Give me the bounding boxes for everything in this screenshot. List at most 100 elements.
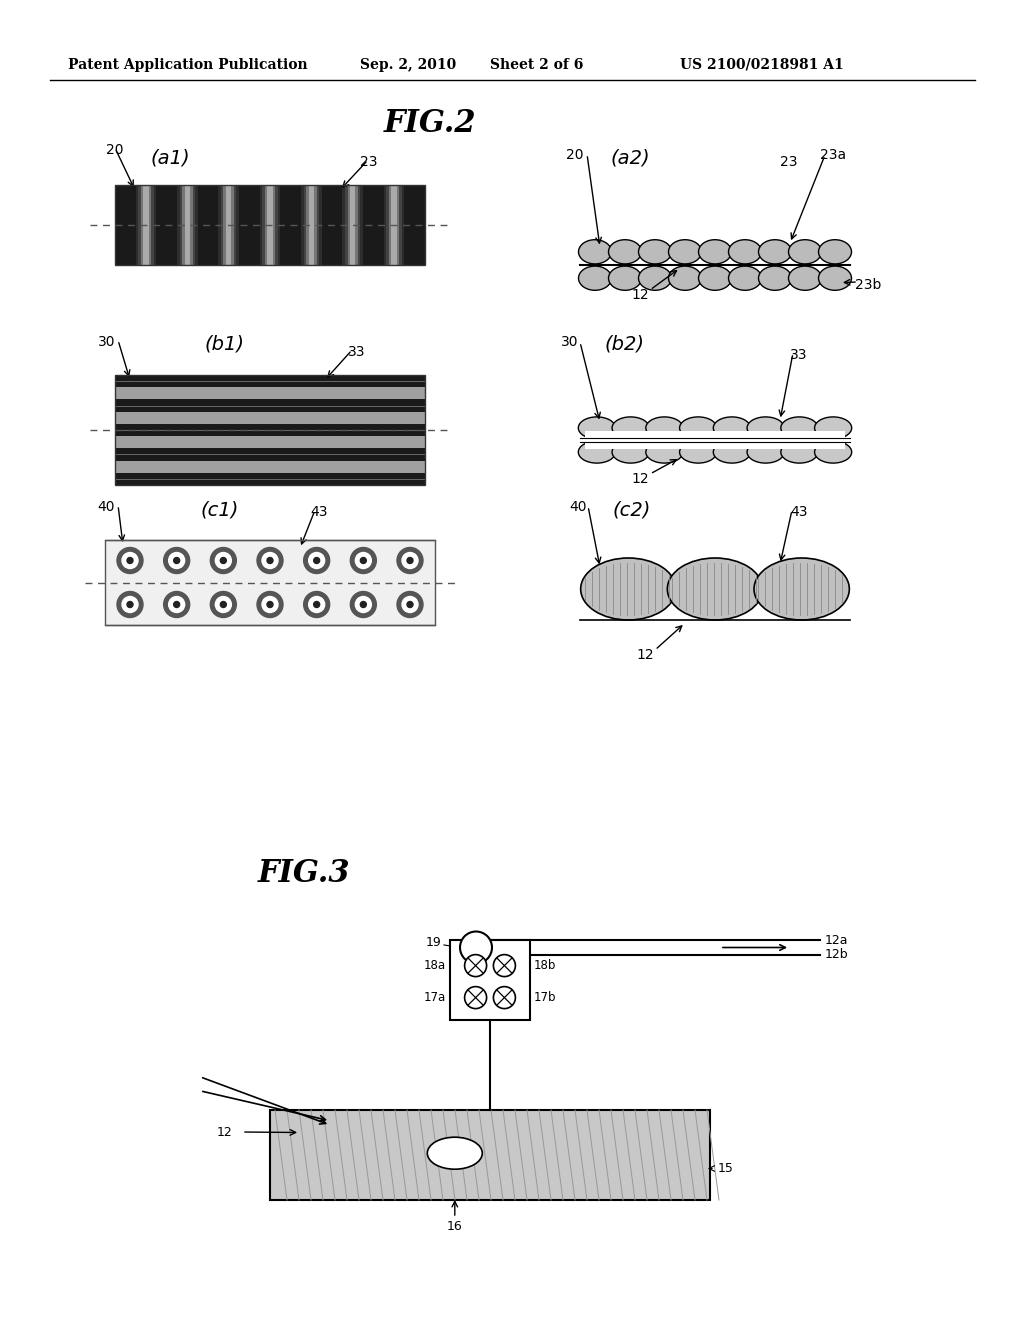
Bar [115, 185, 425, 265]
Ellipse shape [669, 240, 701, 264]
Text: 12b: 12b [825, 949, 849, 961]
Text: 43: 43 [790, 506, 808, 519]
Ellipse shape [714, 417, 751, 438]
Text: Patent Application Publication: Patent Application Publication [68, 58, 307, 73]
Circle shape [494, 986, 515, 1008]
Ellipse shape [759, 240, 792, 264]
Bar [115, 424, 425, 436]
Text: 40: 40 [97, 500, 115, 513]
Ellipse shape [781, 417, 818, 438]
Bar [221, 185, 223, 265]
Ellipse shape [728, 267, 762, 290]
Circle shape [360, 602, 367, 607]
Bar [233, 185, 237, 265]
Ellipse shape [646, 441, 683, 463]
Bar [115, 387, 425, 400]
Circle shape [355, 553, 372, 569]
Circle shape [267, 557, 273, 564]
Circle shape [267, 602, 273, 607]
Bar [115, 375, 425, 484]
Bar [342, 185, 345, 265]
Circle shape [308, 553, 325, 569]
Bar [193, 185, 196, 265]
Bar [386, 185, 389, 265]
Circle shape [215, 597, 231, 612]
Bar [260, 185, 262, 265]
Bar [450, 940, 530, 1020]
Ellipse shape [646, 417, 683, 438]
Ellipse shape [814, 441, 852, 463]
Circle shape [360, 557, 367, 564]
Text: 16: 16 [446, 1220, 463, 1233]
Circle shape [460, 932, 492, 964]
Bar [401, 185, 404, 265]
Ellipse shape [759, 267, 792, 290]
Bar [275, 185, 278, 265]
Circle shape [397, 591, 423, 618]
Circle shape [117, 548, 143, 573]
Ellipse shape [669, 267, 701, 290]
Circle shape [257, 548, 283, 573]
Ellipse shape [814, 417, 852, 438]
Text: Sheet 2 of 6: Sheet 2 of 6 [490, 58, 584, 73]
Bar [105, 540, 435, 624]
Ellipse shape [781, 441, 818, 463]
Ellipse shape [579, 441, 615, 463]
Bar [301, 185, 303, 265]
Circle shape [465, 954, 486, 977]
Circle shape [174, 602, 179, 607]
Text: 12: 12 [631, 288, 649, 302]
Circle shape [122, 553, 138, 569]
Bar [384, 185, 386, 265]
Text: 23b: 23b [855, 279, 882, 292]
Text: FIG.3: FIG.3 [258, 858, 350, 888]
Bar [272, 185, 275, 265]
Ellipse shape [748, 441, 784, 463]
Bar [115, 185, 425, 265]
Text: 17a: 17a [424, 991, 446, 1005]
Circle shape [407, 602, 413, 607]
Circle shape [350, 591, 377, 618]
Bar [115, 412, 425, 424]
Ellipse shape [579, 267, 611, 290]
Bar [223, 185, 226, 265]
Bar [399, 185, 401, 265]
Text: (b1): (b1) [205, 335, 245, 354]
Bar [135, 185, 138, 265]
Circle shape [355, 597, 372, 612]
Bar [357, 185, 360, 265]
Bar [115, 375, 425, 387]
Bar [231, 185, 233, 265]
Bar [580, 433, 850, 445]
Circle shape [127, 602, 133, 607]
Bar [278, 185, 281, 265]
Bar [394, 185, 396, 265]
Ellipse shape [788, 267, 821, 290]
Bar [391, 185, 394, 265]
Text: 19: 19 [425, 936, 441, 949]
Ellipse shape [754, 558, 849, 620]
Bar [228, 185, 231, 265]
Circle shape [407, 557, 413, 564]
Circle shape [304, 548, 330, 573]
Circle shape [220, 557, 226, 564]
Bar [146, 185, 148, 265]
Ellipse shape [788, 240, 821, 264]
Circle shape [210, 591, 237, 618]
Bar [226, 185, 228, 265]
Bar [148, 185, 152, 265]
Text: 15: 15 [718, 1162, 734, 1175]
Circle shape [220, 602, 226, 607]
Text: (c2): (c2) [612, 500, 651, 519]
Text: 30: 30 [97, 335, 115, 348]
Text: Sep. 2, 2010: Sep. 2, 2010 [360, 58, 457, 73]
Text: 33: 33 [348, 345, 366, 359]
Ellipse shape [728, 240, 762, 264]
Bar [360, 185, 362, 265]
Bar [585, 432, 845, 449]
Bar [267, 185, 270, 265]
Bar [237, 185, 239, 265]
Circle shape [127, 557, 133, 564]
Circle shape [174, 557, 179, 564]
Text: US 2100/0218981 A1: US 2100/0218981 A1 [680, 58, 844, 73]
